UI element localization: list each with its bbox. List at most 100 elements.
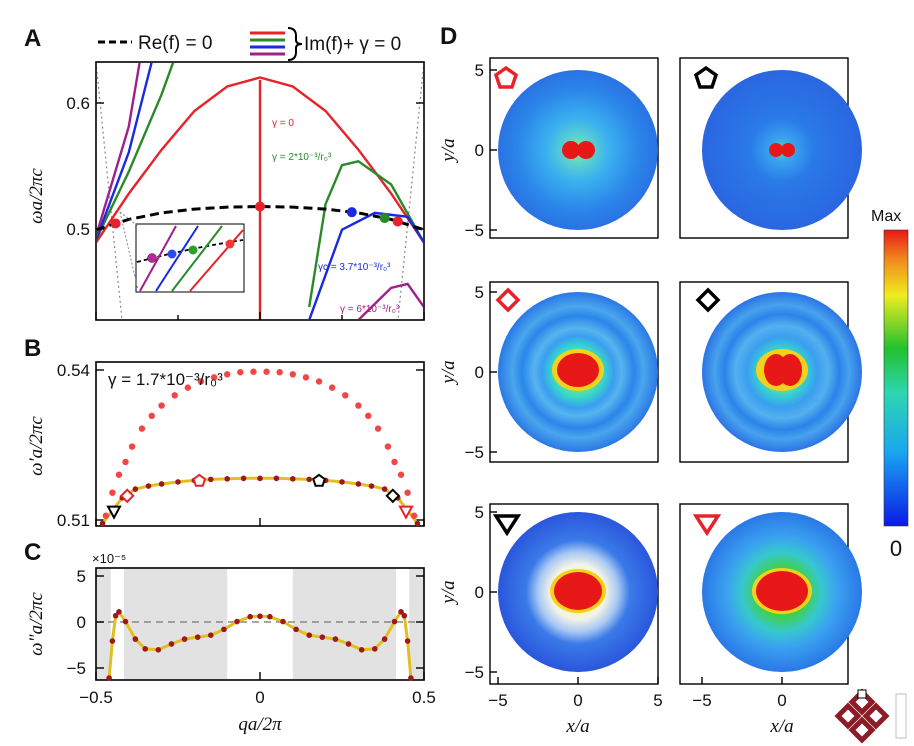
panel-d-ylabel-bot: y/a [438,580,459,605]
panel-d-ylabel-mid: y/a [438,360,459,385]
intersection-point-4 [392,216,403,227]
point-s1-22 [414,520,421,527]
panel-d-ytick-top-2: −5 [465,221,484,240]
point-s0-8 [171,392,178,399]
annot-gamma-c: γc = 3.7*10⁻³/r₀³ [318,262,391,273]
colorbar-min-label: 0 [890,536,902,561]
point-s1-19 [381,486,388,492]
omega-imag-point-21 [332,636,339,642]
omega-imag-point-8 [168,641,175,647]
omega-imag-point-9 [181,636,188,642]
panel-d-xtick-r-1: 0 [777,691,786,710]
legend-brace [287,27,303,61]
point-s0-15 [263,368,270,375]
omega-imag-point-3 [116,609,122,615]
point-s1-16 [339,479,345,485]
omega-imag-point-4 [122,618,129,625]
omega-imag-point-11 [208,632,214,638]
marker-triangle-black [492,514,522,537]
point-s0-3 [122,458,129,466]
point-s0-17 [289,371,296,378]
omega-imag-point-12 [221,626,227,633]
point-s0-23 [365,412,372,420]
series-line-4-branch-0 [97,63,141,237]
omega-imag-point-29 [404,638,411,644]
omega-imag-point-30 [408,675,414,681]
panel-d-ytick-mid-1: 0 [475,363,484,382]
panel-d-ytick-bot-0: 5 [475,503,484,522]
panel-d-ytick-mid-2: −5 [465,443,484,462]
panel-d-ylabel-top: y/a [438,138,459,163]
point-s0-18 [302,374,310,381]
point-s0-2 [115,471,123,478]
point-s1-6 [175,479,181,485]
open-marker-pentagon-2 [192,473,207,487]
point-s0-27 [397,471,405,478]
panel-b-letter: B [24,335,41,362]
point-s0-21 [342,392,349,399]
point-s1-0 [99,520,106,527]
omega-imag-point-20 [319,634,326,640]
marker-diamond-red [495,287,521,313]
point-s0-14 [250,368,257,375]
point-s0-1 [109,489,116,496]
shaded-region-1 [123,568,228,680]
shaded-region-0 [96,568,111,680]
point-s0-29 [410,512,418,519]
point-s0-20 [328,384,336,391]
panel-b-gamma-label: γ = 1.7*10⁻³/r₀³ [108,370,223,389]
omega-imag-point-5 [132,636,139,642]
intersection-point-3 [379,213,390,224]
inset-curves [136,225,244,292]
point-s1-18 [368,483,375,489]
panel-b-frame [95,361,425,527]
panel-a-ytick-0: 0.6 [66,94,90,113]
open-marker-triangle-0 [106,505,122,520]
annot-gamma6: γ = 6*10⁻³/r₀³ [340,304,400,315]
panel-c-ytick-2: −5 [67,659,86,678]
omega-imag-point-1 [109,638,116,644]
point-s1-13 [290,476,296,482]
series-re-f-zero [97,204,423,231]
omega-imag-point-19 [306,632,313,638]
omega-imag-point-27 [398,609,404,615]
legend-im-lines [250,31,285,56]
point-s1-12 [273,475,280,482]
point-s1-9 [224,476,230,482]
point-s1-8 [208,476,214,483]
omega-imag-point-0 [106,675,112,681]
point-s0-26 [391,458,398,466]
intersection-point-1 [255,201,265,212]
point-s0-7 [158,402,165,409]
point-s0-10 [197,378,205,385]
field-map-pentagon-red [489,57,659,239]
inset-pointer-bottom [119,211,139,291]
field-map-diamond-red [489,281,659,463]
point-s1-10 [240,475,247,482]
panel-d-letter: D [440,23,457,50]
panel-c-xtick-2: 0.5 [412,688,436,707]
panel-c-ytick-0: 5 [77,567,86,586]
point-s0-25 [384,443,392,450]
omega-imag-point-23 [358,647,365,653]
panel-c-xtick-0: −0.5 [79,688,113,707]
marker-diamond-black [695,287,721,313]
panel-b-ylabel: ω'a/2πc [26,416,47,476]
panel-d-ytick-top-1: 0 [475,141,484,160]
panel-a-ylabel: ωa/2πc [26,168,47,224]
open-marker-triangle-5 [398,505,414,520]
open-marker-diamond-1 [119,488,135,504]
marker-pentagon-red [493,65,519,89]
omega-imag-point-24 [372,646,378,652]
panel-d-xtick-l-1: 0 [573,691,582,710]
point-s0-0 [102,512,110,519]
panel-d-xtick-l-2: 5 [653,691,662,710]
omega-imag-point-10 [194,634,201,640]
omega-imag-point-22 [345,641,352,647]
panel-a-plot [95,61,425,321]
omega-imag-point-15 [257,613,263,620]
marker-triangle-red [692,514,722,537]
omega-imag-point-6 [142,646,148,652]
point-s0-24 [374,425,382,432]
legend-re-label: Re(f) = 0 [138,33,212,54]
